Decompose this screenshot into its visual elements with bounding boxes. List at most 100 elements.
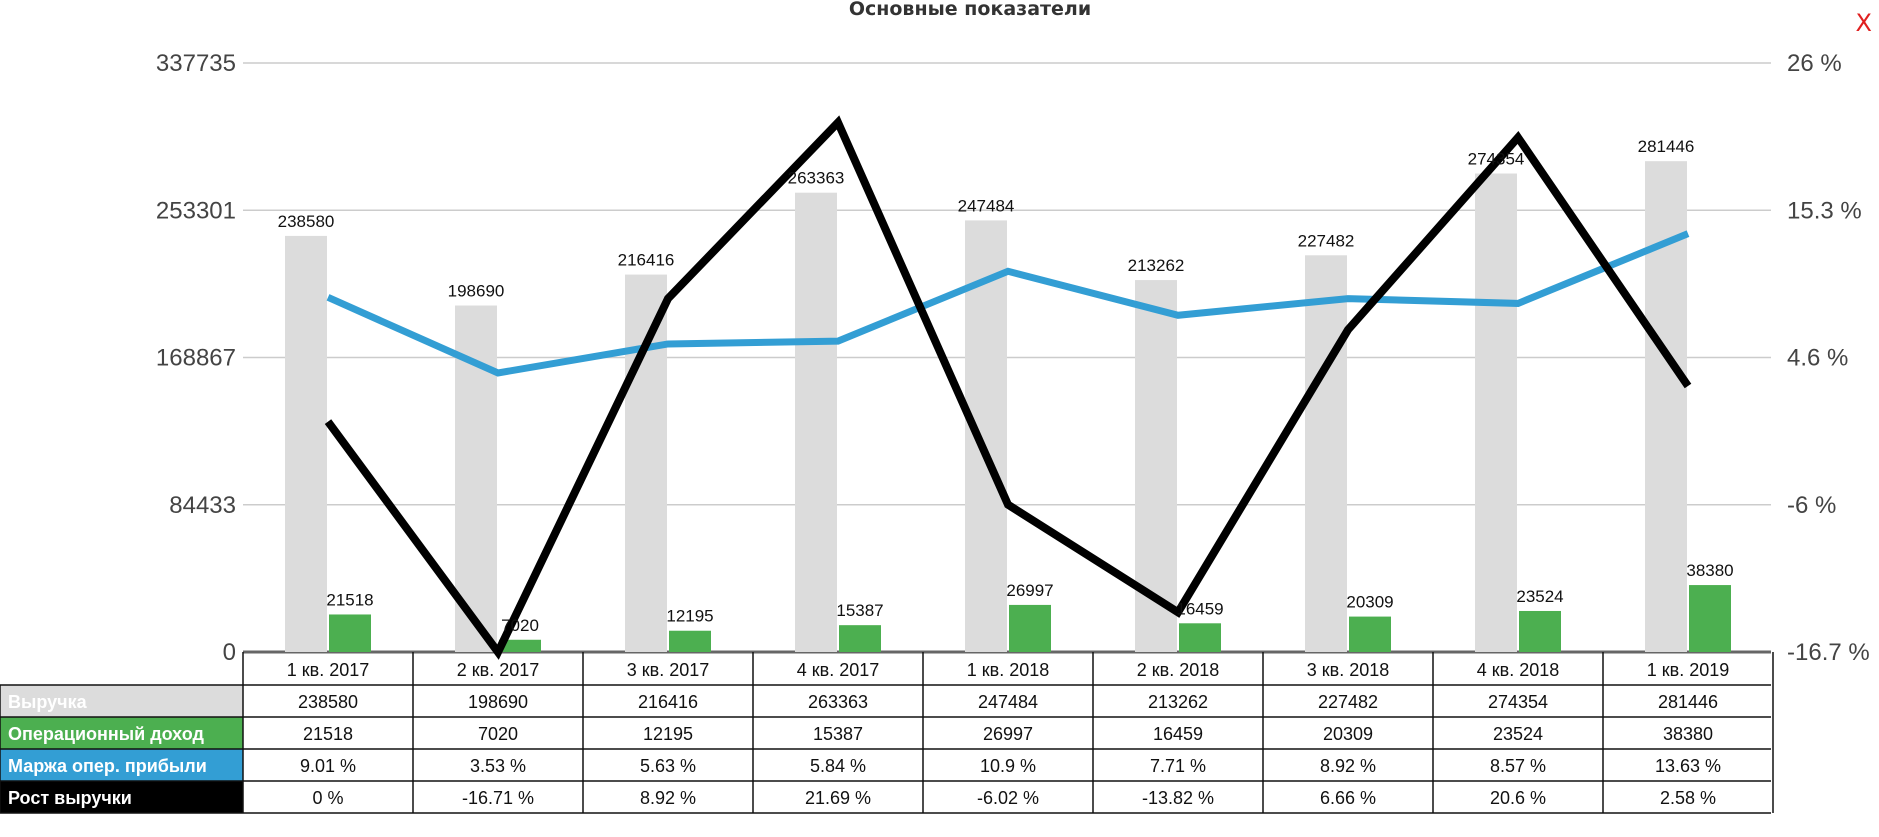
table-cell: 20.6 % [1490, 788, 1546, 808]
legend-row-label: Рост выручки [8, 788, 132, 808]
right-axis: 26 % 15.3 % 4.6 % -6 % -16.7 % [1787, 50, 1870, 666]
left-axis: 337735 253301 168867 84433 0 [156, 50, 236, 666]
right-tick-label: -6 % [1787, 492, 1836, 519]
category-label: 2 кв. 2017 [457, 660, 540, 680]
table-cell: 216416 [638, 692, 698, 712]
legend-swatch [0, 717, 243, 749]
table-cell: 2.58 % [1660, 788, 1716, 808]
table-cell: 247484 [978, 692, 1038, 712]
table-cell: 6.66 % [1320, 788, 1376, 808]
bar-operating-income [1519, 610, 1561, 652]
operating-income-data-label: 7020 [501, 616, 539, 635]
right-tick-label: 15.3 % [1787, 197, 1862, 224]
bar-operating-income [1689, 585, 1731, 652]
line-revenue-growth [324, 115, 1692, 660]
line-operating-margin [326, 230, 1690, 377]
revenue-data-label: 216416 [618, 251, 675, 270]
bar-operating-income [1009, 604, 1051, 652]
revenue-data-label: 263363 [788, 169, 845, 188]
table-cell: 13.63 % [1655, 756, 1721, 776]
table-cell: 10.9 % [980, 756, 1036, 776]
bar-revenue [1305, 255, 1347, 652]
category-label: 3 кв. 2018 [1307, 660, 1390, 680]
bar-revenue [1475, 173, 1517, 653]
category-label: 1 кв. 2019 [1647, 660, 1730, 680]
revenue-data-label: 281446 [1638, 137, 1695, 156]
bar-revenue [795, 192, 837, 652]
right-tick-label: 4.6 % [1787, 345, 1848, 372]
bar-operating-income [839, 625, 881, 652]
table-cell: -6.02 % [977, 788, 1039, 808]
operating-income-data-label: 16459 [1176, 599, 1223, 618]
table-cell: 274354 [1488, 692, 1548, 712]
bar-operating-income [329, 614, 371, 652]
table-cell: 5.63 % [640, 756, 696, 776]
table-cell: 198690 [468, 692, 528, 712]
right-tick-label: -16.7 % [1787, 639, 1870, 666]
left-tick-label: 253301 [156, 197, 236, 224]
bar-revenue [965, 220, 1007, 652]
bar-operating-income [669, 630, 711, 652]
table-cell: -13.82 % [1142, 788, 1214, 808]
table-cell: 227482 [1318, 692, 1378, 712]
category-label: 4 кв. 2017 [797, 660, 880, 680]
left-tick-label: 337735 [156, 50, 236, 77]
right-tick-label: 26 % [1787, 50, 1842, 77]
revenue-data-label: 238580 [278, 212, 335, 231]
data-labels: 238580 21518 198690 7020 216416 12195 263363 15… [278, 137, 1734, 635]
table-cell: 238580 [298, 692, 358, 712]
bar-revenue [625, 274, 667, 652]
revenue-data-label: 274354 [1468, 150, 1525, 169]
revenue-data-label: 198690 [448, 281, 505, 300]
legend-swatch [0, 781, 243, 813]
table-cell: 12195 [643, 724, 693, 744]
data-table: 1 кв. 2017 2 кв. 2017 3 кв. 2017 4 кв. 2017… [0, 652, 1774, 814]
table-cell: 15387 [813, 724, 863, 744]
table-cell: 9.01 % [300, 756, 356, 776]
table-cell: 5.84 % [810, 756, 866, 776]
table-cell: 26997 [983, 724, 1033, 744]
table-cell: 213262 [1148, 692, 1208, 712]
category-label: 2 кв. 2018 [1137, 660, 1220, 680]
revenue-data-label: 247484 [958, 196, 1015, 215]
category-label: 4 кв. 2018 [1477, 660, 1560, 680]
table-cell: 7020 [478, 724, 518, 744]
table-cell: 263363 [808, 692, 868, 712]
operating-income-data-label: 15387 [836, 601, 883, 620]
table-cell: 16459 [1153, 724, 1203, 744]
table-cell: 23524 [1493, 724, 1543, 744]
table-cell: 0 % [312, 788, 343, 808]
bar-operating-income [1179, 623, 1221, 652]
table-cell: 8.92 % [640, 788, 696, 808]
legend-swatch [0, 749, 243, 781]
category-label: 1 кв. 2017 [287, 660, 370, 680]
table-cell: 21518 [303, 724, 353, 744]
table-cell: 20309 [1323, 724, 1373, 744]
legend-swatch [0, 685, 243, 717]
left-tick-label: 0 [223, 639, 236, 666]
chart-title: Основные показатели [849, 0, 1091, 20]
operating-income-data-label: 23524 [1516, 587, 1563, 606]
legend-row-label: Операционный доход [8, 724, 204, 744]
table-cell: 281446 [1658, 692, 1718, 712]
operating-income-data-label: 12195 [666, 607, 713, 626]
table-cell: -16.71 % [462, 788, 534, 808]
table-cell: 7.71 % [1150, 756, 1206, 776]
bar-operating-income [1349, 616, 1391, 652]
legend-row-label: Выручка [8, 692, 88, 712]
table-cell: 8.57 % [1490, 756, 1546, 776]
category-label: 3 кв. 2017 [627, 660, 710, 680]
operating-income-data-label: 26997 [1006, 581, 1053, 600]
close-button[interactable]: X [1856, 9, 1872, 37]
revenue-data-label: 213262 [1128, 256, 1185, 275]
lines [324, 115, 1692, 660]
category-label: 1 кв. 2018 [967, 660, 1050, 680]
bar-operating-income [499, 639, 541, 652]
left-tick-label: 168867 [156, 345, 236, 372]
bars [285, 161, 1731, 653]
legend-row-label: Маржа опер. прибыли [8, 756, 207, 776]
revenue-data-label: 227482 [1298, 231, 1355, 250]
table-cell: 3.53 % [470, 756, 526, 776]
left-tick-label: 84433 [169, 492, 236, 519]
